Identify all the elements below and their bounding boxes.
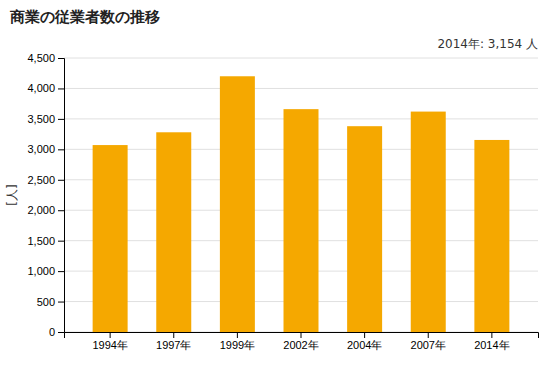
y-axis: 0 500 1,000 1,500 2,000 2,500 3,000 3,500 4,000 4… — [27, 52, 64, 338]
tick-mark — [237, 332, 238, 338]
x-tick: 2002年 — [283, 332, 318, 351]
tick-mark — [58, 210, 64, 211]
tick-mark — [58, 149, 64, 150]
tick-label: 2,000 — [27, 204, 55, 216]
plot-area: 0 500 1,000 1,500 2,000 2,500 3,000 3,500 4,000 4… — [27, 52, 538, 351]
y-tick: 3,500 — [27, 113, 64, 125]
tick-label: 1,500 — [27, 235, 55, 247]
x-axis: 1994年 1997年 1999年 2002年 2004年 2007年 2014年 — [65, 332, 539, 351]
tick-mark — [58, 302, 64, 303]
tick-mark — [173, 332, 174, 338]
y-tick: 0 — [49, 326, 64, 338]
tick-mark — [301, 332, 302, 338]
grid-line — [64, 58, 538, 59]
y-axis-label: [人] — [5, 184, 19, 205]
tick-label: 4,000 — [27, 82, 55, 94]
grid — [64, 58, 538, 332]
tick-label: 2004年 — [347, 339, 382, 351]
y-tick: 2,000 — [27, 204, 64, 216]
tick-mark — [58, 88, 64, 89]
axis-line — [65, 333, 539, 339]
tick-label: 1994年 — [92, 339, 127, 351]
tick-mark — [58, 271, 64, 272]
tick-mark — [58, 58, 64, 59]
bar — [474, 140, 509, 332]
tick-label: 0 — [49, 326, 55, 338]
tick-mark — [58, 180, 64, 181]
bar — [93, 145, 128, 332]
tick-label: 500 — [37, 296, 55, 308]
tick-label: 2007年 — [411, 339, 446, 351]
tick-mark — [58, 241, 64, 242]
x-tick: 1997年 — [156, 332, 191, 351]
tick-label: 1997年 — [156, 339, 191, 351]
bar — [347, 126, 382, 332]
x-tick: 1994年 — [92, 332, 127, 351]
tick-mark — [110, 332, 111, 338]
x-tick: 2007年 — [411, 332, 446, 351]
tick-label: 1999年 — [220, 339, 255, 351]
bar — [411, 112, 446, 332]
y-tick: 1,000 — [27, 265, 64, 277]
title: 商業の従業者数の推移 — [9, 8, 160, 26]
y-tick: 500 — [37, 296, 64, 308]
tick-mark — [428, 332, 429, 338]
x-tick: 2014年 — [474, 332, 509, 351]
grid-line — [64, 88, 538, 89]
bars — [93, 76, 510, 332]
tick-label: 3,500 — [27, 113, 55, 125]
y-tick: 2,500 — [27, 174, 64, 186]
y-tick: 4,000 — [27, 82, 64, 94]
tick-mark — [364, 332, 365, 338]
tick-mark — [58, 332, 64, 333]
tick-label: 2002年 — [283, 339, 318, 351]
tick-label: 4,500 — [27, 52, 55, 64]
axis-line — [58, 59, 65, 333]
y-tick: 3,000 — [27, 143, 64, 155]
x-tick: 1999年 — [220, 332, 255, 351]
tick-label: 1,000 — [27, 265, 55, 277]
y-tick: 4,500 — [27, 52, 64, 64]
chart: 商業の従業者数の推移 2014年: 3,154 人 [人] 0 500 1,000 1,50… — [0, 0, 560, 366]
bar — [156, 132, 191, 332]
bar — [284, 109, 319, 332]
bar — [220, 76, 255, 332]
tick-mark — [58, 119, 64, 120]
x-tick: 2004年 — [347, 332, 382, 351]
y-tick: 1,500 — [27, 235, 64, 247]
tick-label: 3,000 — [27, 143, 55, 155]
annotation: 2014年: 3,154 人 — [437, 37, 538, 51]
tick-mark — [491, 332, 492, 338]
tick-label: 2,500 — [27, 174, 55, 186]
tick-label: 2014年 — [474, 339, 509, 351]
